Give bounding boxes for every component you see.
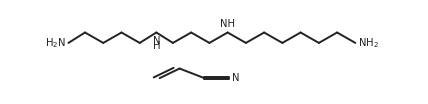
Text: $\mathsf{NH_2}$: $\mathsf{NH_2}$ xyxy=(358,36,379,50)
Text: $\mathsf{H_2N}$: $\mathsf{H_2N}$ xyxy=(45,36,66,50)
Text: N: N xyxy=(152,36,160,46)
Text: H: H xyxy=(152,40,160,51)
Text: NH: NH xyxy=(220,19,235,29)
Text: N: N xyxy=(232,73,239,83)
